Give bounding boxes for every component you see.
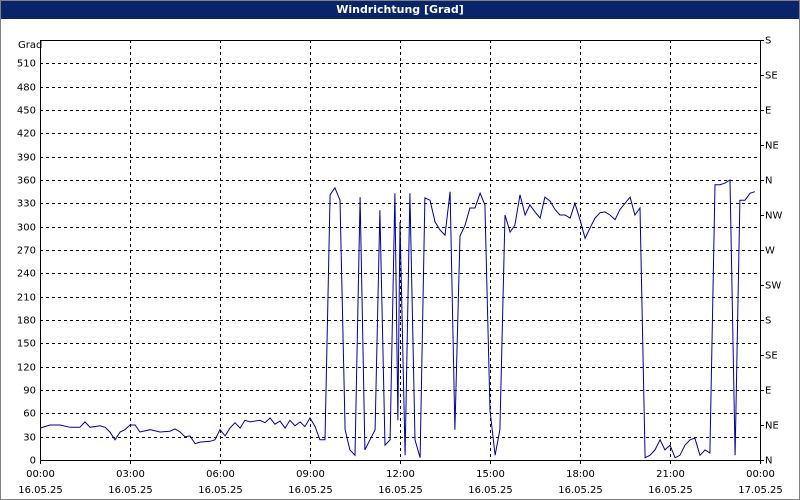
y-tick-label: 180 — [17, 316, 36, 327]
y-tick-label: 60 — [23, 409, 36, 420]
y2-tick-label: SE — [765, 351, 778, 362]
y-tick-label: 240 — [17, 269, 36, 280]
x-tick-date: 16.05.25 — [558, 485, 603, 496]
plot-frame — [40, 40, 761, 461]
y2-tick-label: N — [765, 456, 772, 467]
y-tick-label: 510 — [17, 59, 36, 70]
y-tick-label: 390 — [17, 153, 36, 164]
y-tick-label: 270 — [17, 246, 36, 257]
y-tick-label: 300 — [17, 223, 36, 234]
y2-tick-label: E — [765, 386, 771, 397]
y2-tick-label: SW — [765, 281, 781, 292]
y-tick-label: 0 — [30, 456, 36, 467]
y-tick-label: 30 — [23, 433, 36, 444]
x-tick-date: 16.05.25 — [648, 485, 693, 496]
y2-tick-label: NE — [765, 141, 779, 152]
y2-tick-label: S — [765, 36, 771, 47]
y-tick-label: 330 — [17, 199, 36, 210]
x-tick-label: 21:00 — [656, 469, 685, 480]
y2-tick-label: NE — [765, 421, 779, 432]
x-tick-date: 16.05.25 — [288, 485, 333, 496]
y-tick-label: 150 — [17, 339, 36, 350]
y2-tick-label: N — [765, 176, 772, 187]
y-tick-label: 90 — [23, 386, 36, 397]
series-line — [39, 179, 756, 459]
y-axis-label: Grad — [18, 40, 42, 51]
x-tick-label: 06:00 — [206, 469, 235, 480]
x-tick-label: 00:00 — [26, 469, 55, 480]
y-tick-label: 360 — [17, 176, 36, 187]
x-tick-label: 18:00 — [566, 469, 595, 480]
x-tick-label: 00:00 — [746, 469, 775, 480]
y2-tick-label: S — [765, 316, 771, 327]
x-tick-date: 16.05.25 — [18, 485, 63, 496]
y2-tick-label: NW — [765, 211, 782, 222]
x-tick-label: 12:00 — [386, 469, 415, 480]
y2-tick-label: E — [765, 106, 771, 117]
y-tick-label: 420 — [17, 129, 36, 140]
y2-tick-label: W — [765, 246, 775, 257]
x-tick-label: 03:00 — [116, 469, 145, 480]
x-tick-date: 16.05.25 — [468, 485, 513, 496]
x-tick-label: 09:00 — [296, 469, 325, 480]
x-tick-date: 16.05.25 — [378, 485, 423, 496]
x-tick-date: 17.05.25 — [738, 485, 783, 496]
y-tick-label: 480 — [17, 83, 36, 94]
y-tick-label: 210 — [17, 293, 36, 304]
y-tick-label: 450 — [17, 106, 36, 117]
y2-tick-label: SE — [765, 71, 778, 82]
title-bar: Windrichtung [Grad] — [1, 1, 799, 19]
x-tick-label: 15:00 — [476, 469, 505, 480]
x-tick-date: 16.05.25 — [108, 485, 153, 496]
y-tick-label: 120 — [17, 363, 36, 374]
x-tick-date: 16.05.25 — [198, 485, 243, 496]
